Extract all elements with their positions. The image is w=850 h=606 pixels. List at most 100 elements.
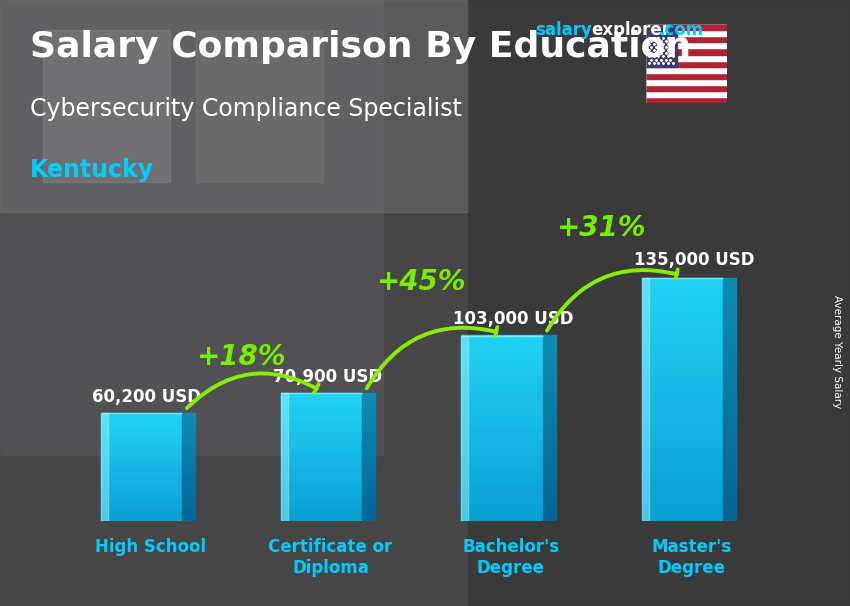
Bar	[642, 356, 723, 363]
Text: explorer: explorer	[591, 21, 670, 39]
Bar	[100, 478, 182, 481]
Bar	[646, 42, 727, 48]
Bar	[281, 441, 362, 445]
Bar	[281, 435, 362, 438]
Bar	[362, 457, 375, 461]
Bar	[542, 511, 556, 516]
Bar	[642, 478, 723, 485]
Text: +18%: +18%	[196, 344, 285, 371]
Bar	[182, 435, 195, 437]
Bar	[723, 496, 736, 503]
Bar	[462, 484, 542, 488]
Text: 60,200 USD: 60,200 USD	[93, 388, 201, 405]
Bar	[281, 482, 362, 486]
Bar	[462, 419, 542, 424]
Bar	[542, 345, 556, 350]
Bar	[42, 30, 170, 182]
Bar	[182, 481, 195, 483]
Bar	[100, 426, 182, 429]
Bar	[182, 475, 195, 478]
Bar	[642, 502, 723, 509]
Bar	[642, 411, 723, 418]
Bar	[100, 464, 182, 467]
Bar	[362, 461, 375, 464]
Bar	[642, 484, 723, 491]
Text: salary: salary	[536, 21, 592, 39]
Bar	[462, 447, 542, 451]
Bar	[462, 507, 542, 512]
Bar	[100, 472, 182, 475]
Bar	[362, 393, 375, 397]
Bar	[462, 438, 542, 442]
Bar	[362, 499, 375, 502]
Bar	[642, 430, 723, 436]
Bar	[723, 484, 736, 491]
Bar	[281, 502, 362, 505]
Bar	[642, 320, 723, 327]
Bar	[642, 508, 723, 515]
Bar	[362, 464, 375, 467]
Bar	[542, 493, 556, 498]
Bar	[723, 344, 736, 351]
Bar	[462, 461, 542, 465]
Bar	[646, 24, 677, 67]
Bar	[462, 502, 542, 507]
Bar	[542, 456, 556, 461]
Bar	[542, 414, 556, 419]
Bar	[182, 448, 195, 451]
Bar	[642, 278, 649, 521]
Bar	[281, 451, 362, 454]
Bar	[100, 413, 108, 521]
Bar	[542, 396, 556, 401]
Bar	[646, 30, 727, 36]
Bar	[542, 410, 556, 415]
Text: 70,900 USD: 70,900 USD	[273, 368, 382, 386]
Bar	[723, 442, 736, 448]
Bar	[462, 433, 542, 438]
Bar	[642, 381, 723, 387]
Bar	[281, 406, 362, 410]
Bar	[100, 435, 182, 437]
Bar	[100, 481, 182, 483]
Bar	[542, 391, 556, 396]
Bar	[182, 510, 195, 513]
Bar	[362, 438, 375, 441]
Bar	[642, 454, 723, 461]
Bar	[462, 391, 542, 396]
Bar	[281, 447, 362, 451]
Bar	[362, 444, 375, 448]
Bar	[723, 514, 736, 521]
Bar	[723, 508, 736, 515]
Bar	[723, 362, 736, 369]
Bar	[723, 436, 736, 442]
Bar	[281, 454, 362, 458]
Bar	[542, 438, 556, 442]
Bar	[646, 85, 727, 91]
Bar	[642, 393, 723, 399]
Bar	[362, 454, 375, 458]
Bar	[462, 451, 542, 456]
Bar	[182, 461, 195, 464]
Bar	[642, 405, 723, 411]
Bar	[642, 350, 723, 357]
Bar	[281, 476, 362, 480]
Bar	[362, 495, 375, 499]
Bar	[462, 359, 542, 364]
Bar	[182, 426, 195, 429]
Bar	[182, 507, 195, 510]
Bar	[182, 418, 195, 421]
Bar	[462, 382, 542, 387]
Bar	[723, 338, 736, 345]
Bar	[462, 442, 542, 447]
Bar	[281, 444, 362, 448]
Bar	[723, 430, 736, 436]
Bar	[642, 436, 723, 442]
Bar	[462, 335, 542, 341]
Bar	[100, 439, 182, 442]
Bar	[462, 336, 468, 521]
Bar	[642, 284, 723, 290]
Bar	[642, 424, 723, 430]
Text: Kentucky: Kentucky	[30, 158, 154, 182]
Bar	[723, 502, 736, 509]
Bar	[182, 486, 195, 488]
